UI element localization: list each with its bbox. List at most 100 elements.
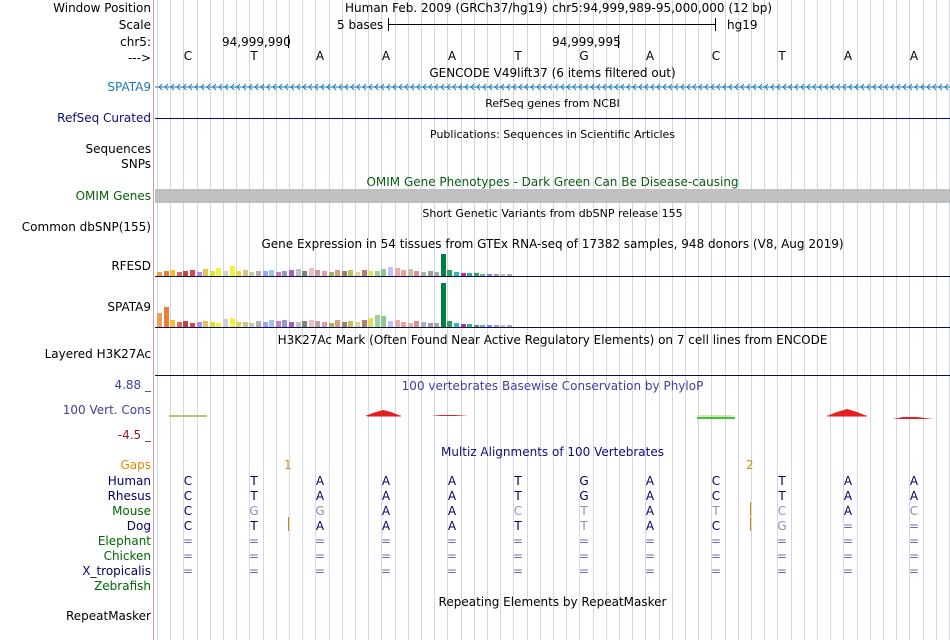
gtex-tissue-bar[interactable] xyxy=(216,268,222,276)
gtex-rfesd-label[interactable]: RFESD xyxy=(111,259,151,273)
gtex-tissue-bar[interactable] xyxy=(190,323,195,327)
gtex-tissue-bar[interactable] xyxy=(242,270,248,276)
gtex-tissue-bar[interactable] xyxy=(388,267,393,276)
gtex-tissue-bar[interactable] xyxy=(269,320,275,327)
gtex-tissue-bar[interactable] xyxy=(209,322,215,327)
gtex-tissue-bar[interactable] xyxy=(282,271,288,276)
gtex-tissue-bar[interactable] xyxy=(434,272,440,276)
gtex-tissue-bar[interactable] xyxy=(493,274,499,276)
gtex-tissue-bar[interactable] xyxy=(361,320,367,327)
gtex-tissue-bar[interactable] xyxy=(242,322,248,327)
gtex-tissue-bar[interactable] xyxy=(460,324,466,327)
gtex-tissue-bar[interactable] xyxy=(256,271,261,276)
gtex-tissue-bar[interactable] xyxy=(203,321,209,327)
gtex-tissue-bar[interactable] xyxy=(335,320,341,327)
gtex-tissue-bar[interactable] xyxy=(209,271,215,276)
gtex-tissue-bar[interactable] xyxy=(355,272,360,276)
track-data-area[interactable]: Human Feb. 2009 (GRCh37/hg19) chr5:94,99… xyxy=(155,0,950,640)
gtex-tissue-bar[interactable] xyxy=(407,269,413,276)
species-label-elephant[interactable]: Elephant xyxy=(97,534,151,548)
gtex-tissue-bar[interactable] xyxy=(506,274,512,276)
gtex-tissue-bar[interactable] xyxy=(229,318,235,327)
gtex-tissue-bar[interactable] xyxy=(282,320,288,327)
gtex-tissue-bar[interactable] xyxy=(348,270,354,276)
gtex-tissue-bar[interactable] xyxy=(328,323,334,327)
gtex-tissue-bar[interactable] xyxy=(388,321,393,327)
gtex-tissue-bar[interactable] xyxy=(216,323,222,327)
gtex-tissue-bar[interactable] xyxy=(223,319,228,327)
species-label-mouse[interactable]: Mouse xyxy=(112,504,151,518)
gtex-tissue-bar[interactable] xyxy=(394,268,400,276)
gtex-tissue-bar[interactable] xyxy=(506,325,512,327)
gtex-tissue-bar[interactable] xyxy=(163,307,169,327)
gtex-tissue-bar[interactable] xyxy=(421,322,426,327)
gtex-tissue-bar[interactable] xyxy=(176,272,182,276)
gtex-tissue-bar[interactable] xyxy=(467,273,473,276)
gtex-tissue-bar[interactable] xyxy=(401,322,407,327)
gtex-tissue-bar[interactable] xyxy=(374,271,380,276)
gtex-tissue-bar[interactable] xyxy=(381,316,387,327)
gtex-tissue-bar[interactable] xyxy=(341,271,347,276)
snps-track-label[interactable]: SNPs xyxy=(121,157,151,171)
gtex-tissue-bar[interactable] xyxy=(328,272,334,276)
gtex-tissue-bar[interactable] xyxy=(421,272,426,276)
gtex-tissue-bar[interactable] xyxy=(487,274,492,276)
gtex-tissue-bar[interactable] xyxy=(302,271,308,276)
gtex-tissue-bar[interactable] xyxy=(269,270,275,276)
gtex-tissue-bar[interactable] xyxy=(203,269,209,276)
gtex-tissue-bar[interactable] xyxy=(315,321,321,327)
gtex-tissue-bar[interactable] xyxy=(368,318,374,327)
gtex-tissue-bar[interactable] xyxy=(170,320,176,327)
species-label-rhesus[interactable]: Rhesus xyxy=(107,489,151,503)
dbsnp-track-label[interactable]: Common dbSNP(155) xyxy=(21,220,151,234)
gtex-tissue-bar[interactable] xyxy=(454,272,459,276)
omim-track-label[interactable]: OMIM Genes xyxy=(75,189,151,203)
gtex-spata9-label[interactable]: SPATA9 xyxy=(107,300,151,314)
gtex-tissue-bar[interactable] xyxy=(236,322,242,327)
gtex-tissue-bar[interactable] xyxy=(394,320,400,327)
gtex-tissue-bar[interactable] xyxy=(308,268,314,276)
repeatmasker-track-label[interactable]: RepeatMasker xyxy=(65,609,151,623)
gtex-tissue-bar[interactable] xyxy=(196,272,202,276)
gencode-gene-spata9[interactable] xyxy=(155,81,950,93)
gtex-tissue-bar[interactable] xyxy=(295,269,301,276)
gtex-tissue-bar[interactable] xyxy=(190,270,195,276)
gtex-tissue-bar[interactable] xyxy=(176,322,182,327)
gtex-tissue-bar[interactable] xyxy=(183,321,189,327)
gtex-tissue-bar[interactable] xyxy=(275,321,281,327)
gtex-tissue-bar[interactable] xyxy=(427,323,433,327)
gtex-tissue-bar[interactable] xyxy=(249,323,255,327)
h3k27ac-track-label[interactable]: Layered H3K27Ac xyxy=(44,347,151,361)
gtex-tissue-bar[interactable] xyxy=(256,321,261,327)
gtex-tissue-bar[interactable] xyxy=(302,321,308,327)
phylop-conservation-plot[interactable] xyxy=(155,405,950,425)
gtex-tissue-bar[interactable] xyxy=(236,271,242,276)
gtex-tissue-bar[interactable] xyxy=(460,273,466,276)
species-label-dog[interactable]: Dog xyxy=(126,519,151,533)
gtex-tissue-bar[interactable] xyxy=(157,272,162,276)
species-label-human[interactable]: Human xyxy=(107,474,151,488)
gtex-tissue-bar[interactable] xyxy=(289,322,294,327)
refseq-gene-line[interactable] xyxy=(155,118,950,119)
gtex-tissue-bar[interactable] xyxy=(407,323,413,327)
gtex-tissue-bar[interactable] xyxy=(500,274,506,276)
gencode-track-label[interactable]: SPATA9 xyxy=(107,80,151,94)
gtex-tissue-bar[interactable] xyxy=(414,321,420,327)
species-label-zebrafish[interactable]: Zebrafish xyxy=(94,579,151,593)
gtex-tissue-bar[interactable] xyxy=(447,321,453,327)
gtex-tissue-bar[interactable] xyxy=(381,269,387,276)
gtex-tissue-bar[interactable] xyxy=(223,271,228,276)
sequences-track-label[interactable]: Sequences xyxy=(85,142,151,156)
gtex-tissue-bar[interactable] xyxy=(368,271,374,276)
gtex-tissue-bar[interactable] xyxy=(322,271,327,276)
gtex-tissue-bar[interactable] xyxy=(348,321,354,327)
gtex-tissue-bar[interactable] xyxy=(196,322,202,327)
gtex-tissue-bar[interactable] xyxy=(262,322,268,327)
gtex-tissue-bar[interactable] xyxy=(487,325,492,327)
gtex-tissue-bar[interactable] xyxy=(493,325,499,327)
strand-arrow-label[interactable]: ---> xyxy=(127,51,151,65)
gtex-tissue-bar[interactable] xyxy=(414,271,420,276)
gtex-tissue-bar[interactable] xyxy=(315,270,321,276)
gtex-tissue-bar[interactable] xyxy=(170,270,176,276)
omim-gene-bar[interactable] xyxy=(155,189,950,203)
